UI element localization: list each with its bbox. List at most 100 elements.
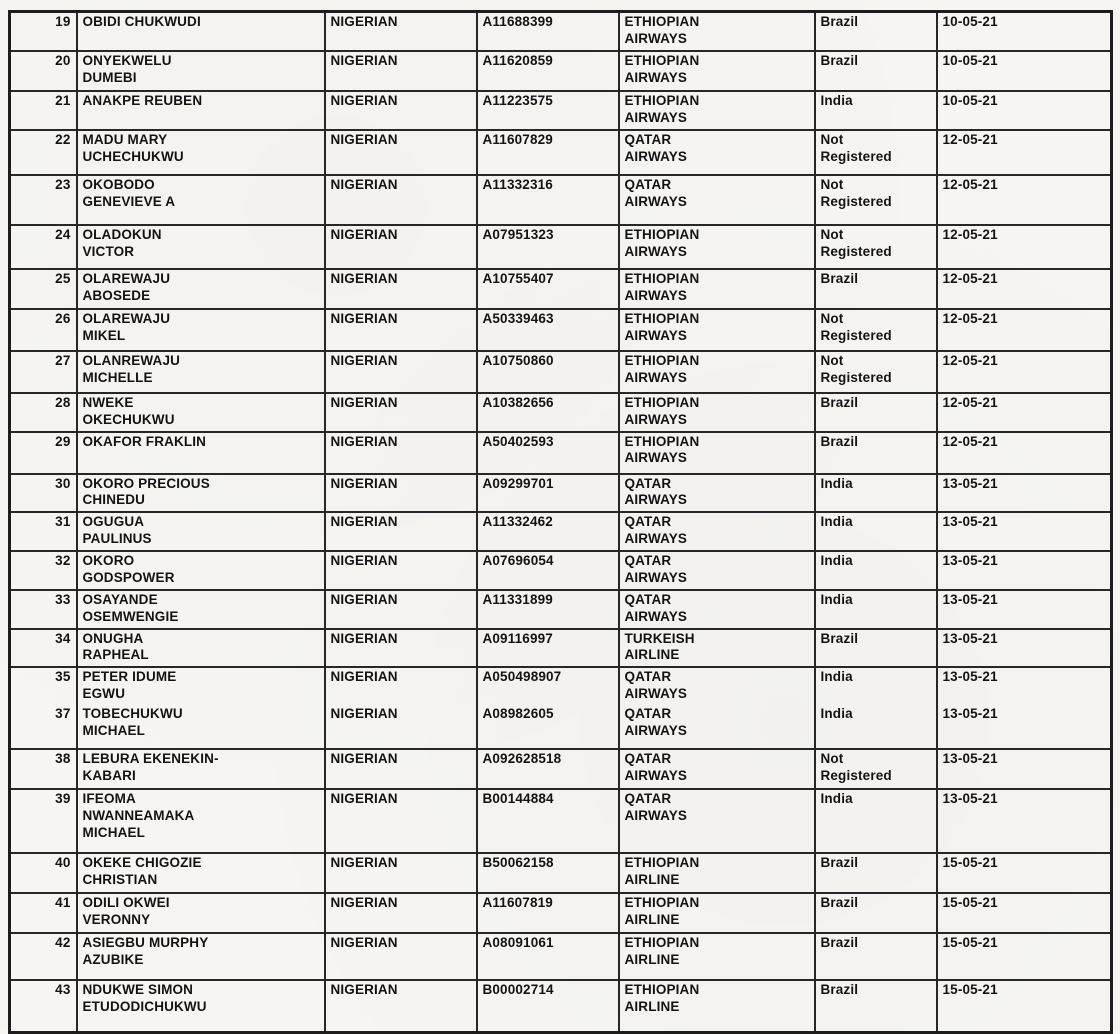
passport-number-cell: A10755407	[475, 267, 620, 310]
name-cell: ONYEKWELU DUMEBI	[75, 49, 326, 92]
passport-number-cell: A092628518	[475, 748, 620, 790]
airline-cell: ETHIOPIAN AIRWAYS	[617, 223, 816, 270]
nationality-cell: NIGERIAN	[323, 788, 478, 854]
nationality-cell: NIGERIAN	[323, 307, 478, 352]
row-number-cell: 34	[8, 627, 78, 669]
destination-cell: Brazil	[813, 49, 938, 92]
date-cell: 12-05-21	[935, 430, 1113, 475]
name-cell: OKAFOR FRAKLIN	[75, 430, 326, 475]
destination-cell: Brazil	[813, 932, 938, 981]
airline-cell: ETHIOPIAN AIRWAYS	[617, 10, 816, 52]
row-number-cell: 40	[8, 852, 78, 894]
row-number-cell: 37	[8, 705, 78, 750]
passport-number-cell: B50062158	[475, 852, 620, 894]
passport-number-cell: A50339463	[475, 307, 620, 352]
name-cell: ONUGHA RAPHEAL	[75, 627, 326, 669]
name-cell: OLAREWAJU ABOSEDE	[75, 267, 326, 310]
name-cell: TOBECHUKWU MICHAEL	[75, 705, 326, 750]
destination-cell: India	[813, 472, 938, 514]
destination-cell: Brazil	[813, 430, 938, 475]
passport-number-cell: A10750860	[475, 349, 620, 394]
destination-cell: Not Registered	[813, 173, 938, 226]
nationality-cell: NIGERIAN	[323, 49, 478, 92]
name-cell: OLADOKUN VICTOR	[75, 223, 326, 270]
destination-cell: Not Registered	[813, 349, 938, 394]
nationality-cell: NIGERIAN	[323, 349, 478, 394]
name-cell: NDUKWE SIMON ETUDODICHUKWU	[75, 979, 326, 1033]
airline-cell: QATAR AIRWAYS	[617, 472, 816, 514]
airline-cell: QATAR AIRWAYS	[617, 705, 816, 750]
destination-cell: Not Registered	[813, 128, 938, 176]
date-cell: 13-05-21	[935, 588, 1113, 630]
table-row: 21 ANAKPE REUBEN NIGERIAN A11223575 ETHIOPIA…	[8, 89, 1113, 131]
nationality-cell: NIGERIAN	[323, 173, 478, 226]
row-number-cell: 43	[8, 979, 78, 1033]
passport-number-cell: A11607819	[475, 892, 620, 934]
nationality-cell: NIGERIAN	[323, 852, 478, 894]
name-cell: OGUGUA PAULINUS	[75, 511, 326, 552]
table-row: 24 OLADOKUN VICTOR NIGERIAN A07951323 ETHIOP…	[8, 223, 1113, 270]
nationality-cell: NIGERIAN	[323, 666, 478, 705]
airline-cell: QATAR AIRWAYS	[617, 173, 816, 226]
table-row: 20 ONYEKWELU DUMEBI NIGERIAN A11620859 ETHIO…	[8, 49, 1113, 92]
passport-number-cell: B00144884	[475, 788, 620, 854]
airline-cell: ETHIOPIAN AIRLINE	[617, 979, 816, 1033]
airline-cell: ETHIOPIAN AIRWAYS	[617, 349, 816, 394]
name-cell: OLANREWAJU MICHELLE	[75, 349, 326, 394]
table-row: 35 PETER IDUME EGWU NIGERIAN A050498907 QATA…	[8, 666, 1113, 705]
table-row: 22 MADU MARY UCHECHUKWU NIGERIAN A11607829 Q…	[8, 128, 1113, 176]
manifest-table: 19 OBIDI CHUKWUDI NIGERIAN A11688399 ETHIOPI…	[8, 10, 1113, 1034]
date-cell: 13-05-21	[935, 666, 1113, 705]
manifest-table-wrapper: 19 OBIDI CHUKWUDI NIGERIAN A11688399 ETHIOPI…	[8, 10, 1113, 1034]
table-row: 43 NDUKWE SIMON ETUDODICHUKWU NIGERIAN B000…	[8, 979, 1113, 1033]
date-cell: 12-05-21	[935, 307, 1113, 352]
table-row: 32 OKORO GODSPOWER NIGERIAN A07696054 QATAR …	[8, 550, 1113, 591]
passport-number-cell: A11332462	[475, 511, 620, 552]
destination-cell: Not Registered	[813, 223, 938, 270]
table-row: 38 LEBURA EKENEKIN- KABARI NIGERIAN A092628…	[8, 748, 1113, 790]
destination-cell: Brazil	[813, 391, 938, 433]
airline-cell: ETHIOPIAN AIRWAYS	[617, 391, 816, 433]
date-cell: 13-05-21	[935, 627, 1113, 669]
table-row: 42 ASIEGBU MURPHY AZUBIKE NIGERIAN A0809106…	[8, 932, 1113, 981]
destination-cell: India	[813, 666, 938, 705]
nationality-cell: NIGERIAN	[323, 892, 478, 934]
nationality-cell: NIGERIAN	[323, 550, 478, 591]
passport-number-cell: A11607829	[475, 128, 620, 176]
name-cell: OLAREWAJU MIKEL	[75, 307, 326, 352]
date-cell: 12-05-21	[935, 128, 1113, 176]
name-cell: ANAKPE REUBEN	[75, 89, 326, 131]
passport-number-cell: A11223575	[475, 89, 620, 131]
row-number-cell: 31	[8, 511, 78, 552]
name-cell: OBIDI CHUKWUDI	[75, 10, 326, 52]
passport-number-cell: A09299701	[475, 472, 620, 514]
destination-cell: India	[813, 788, 938, 854]
passport-number-cell: A050498907	[475, 666, 620, 705]
table-row: 25 OLAREWAJU ABOSEDE NIGERIAN A10755407 ETHI…	[8, 267, 1113, 310]
nationality-cell: NIGERIAN	[323, 10, 478, 52]
nationality-cell: NIGERIAN	[323, 748, 478, 790]
date-cell: 10-05-21	[935, 10, 1113, 52]
name-cell: IFEOMA NWANNEAMAKA MICHAEL	[75, 788, 326, 854]
table-row: 23 OKOBODO GENEVIEVE A NIGERIAN A11332316 QA…	[8, 173, 1113, 226]
table-row: 30 OKORO PRECIOUS CHINEDU NIGERIAN A0929970…	[8, 472, 1113, 514]
name-cell: OSAYANDE OSEMWENGIE	[75, 588, 326, 630]
nationality-cell: NIGERIAN	[323, 430, 478, 475]
row-number-cell: 42	[8, 932, 78, 981]
date-cell: 13-05-21	[935, 472, 1113, 514]
row-number-cell: 38	[8, 748, 78, 790]
row-number-cell: 33	[8, 588, 78, 630]
destination-cell: Not Registered	[813, 307, 938, 352]
date-cell: 10-05-21	[935, 89, 1113, 131]
passport-number-cell: A07696054	[475, 550, 620, 591]
nationality-cell: NIGERIAN	[323, 391, 478, 433]
airline-cell: ETHIOPIAN AIRWAYS	[617, 307, 816, 352]
table-row: 31 OGUGUA PAULINUS NIGERIAN A11332462 QATAR …	[8, 511, 1113, 552]
destination-cell: Brazil	[813, 10, 938, 52]
destination-cell: India	[813, 588, 938, 630]
nationality-cell: NIGERIAN	[323, 979, 478, 1033]
nationality-cell: NIGERIAN	[323, 932, 478, 981]
date-cell: 15-05-21	[935, 892, 1113, 934]
name-cell: ODILI OKWEI VERONNY	[75, 892, 326, 934]
